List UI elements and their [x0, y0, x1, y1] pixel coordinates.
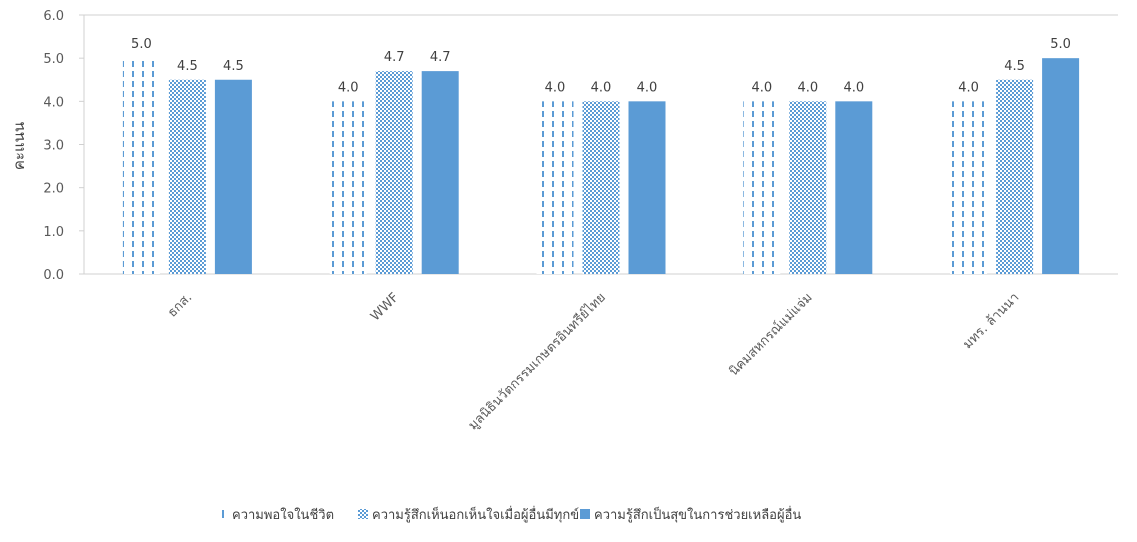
y-tick-label: 3.0: [43, 139, 64, 154]
data-label: 4.0: [591, 80, 612, 95]
bar: [950, 101, 988, 274]
data-label: 4.0: [637, 80, 658, 95]
category-label: นิคมสหกรณ์แม่แจ่ม: [726, 290, 816, 380]
bar: [996, 79, 1034, 274]
bar: [835, 101, 873, 274]
bar: [743, 101, 781, 274]
data-label: 5.0: [131, 37, 152, 52]
legend-label: ความรู้สึกเป็นสุขในการช่วยเหลือผู้อื่น: [594, 505, 801, 523]
y-tick-label: 2.0: [43, 182, 64, 197]
data-labels: 5.0 4.5 4.5 4.0 4.7 4.7 4.0 4.0 4.0 4.0 4.0 4.0 4.0 4…: [131, 37, 1071, 95]
category-labels: ธกส. WWF มูลนิธินวัตกรรมเกษตรอินทรีย์ไทย นิ…: [165, 290, 1023, 434]
category-label: WWF: [368, 290, 402, 324]
bar: [1042, 58, 1080, 274]
bar: [421, 71, 459, 274]
bar: [582, 101, 620, 274]
data-label: 4.0: [338, 80, 359, 95]
data-label: 4.5: [177, 59, 198, 74]
category-label: ธกส.: [165, 290, 195, 320]
data-label: 4.7: [430, 50, 451, 65]
category-label: มูลนิธินวัตกรรมเกษตรอินทรีย์ไทย: [465, 290, 609, 434]
data-label: 5.0: [1050, 37, 1071, 52]
y-tick-label: 6.0: [43, 9, 64, 24]
y-tick-label: 5.0: [43, 52, 64, 67]
legend-swatch: [580, 509, 590, 519]
bar: [536, 101, 574, 274]
legend-swatch: [222, 510, 224, 518]
data-label: 4.0: [843, 80, 864, 95]
bars: [122, 58, 1080, 274]
bar: [329, 101, 367, 274]
y-axis-label: คะแนน: [10, 122, 28, 170]
data-label: 4.7: [384, 50, 405, 65]
bar: [214, 79, 252, 274]
data-label: 4.5: [1004, 59, 1025, 74]
legend: ความพอใจในชีวิต ความรู้สึกเห็นอกเห็นใจเมื…: [222, 505, 801, 523]
bar: [789, 101, 827, 274]
bar: [375, 71, 413, 274]
data-label: 4.0: [958, 80, 979, 95]
bar: [168, 79, 206, 274]
legend-label: ความพอใจในชีวิต: [232, 507, 334, 523]
y-tick-label: 1.0: [43, 225, 64, 240]
category-label: มทร. ล้านนา: [960, 290, 1022, 352]
data-label: 4.5: [223, 59, 244, 74]
y-tick-label: 0.0: [43, 268, 64, 283]
bar: [122, 58, 160, 274]
legend-swatch: [358, 509, 368, 519]
data-label: 4.0: [545, 80, 566, 95]
legend-label: ความรู้สึกเห็นอกเห็นใจเมื่อผู้อื่นมีทุกข…: [372, 505, 579, 523]
data-label: 4.0: [751, 80, 772, 95]
y-tick-label: 4.0: [43, 95, 64, 110]
data-label: 4.0: [797, 80, 818, 95]
bar: [628, 101, 666, 274]
